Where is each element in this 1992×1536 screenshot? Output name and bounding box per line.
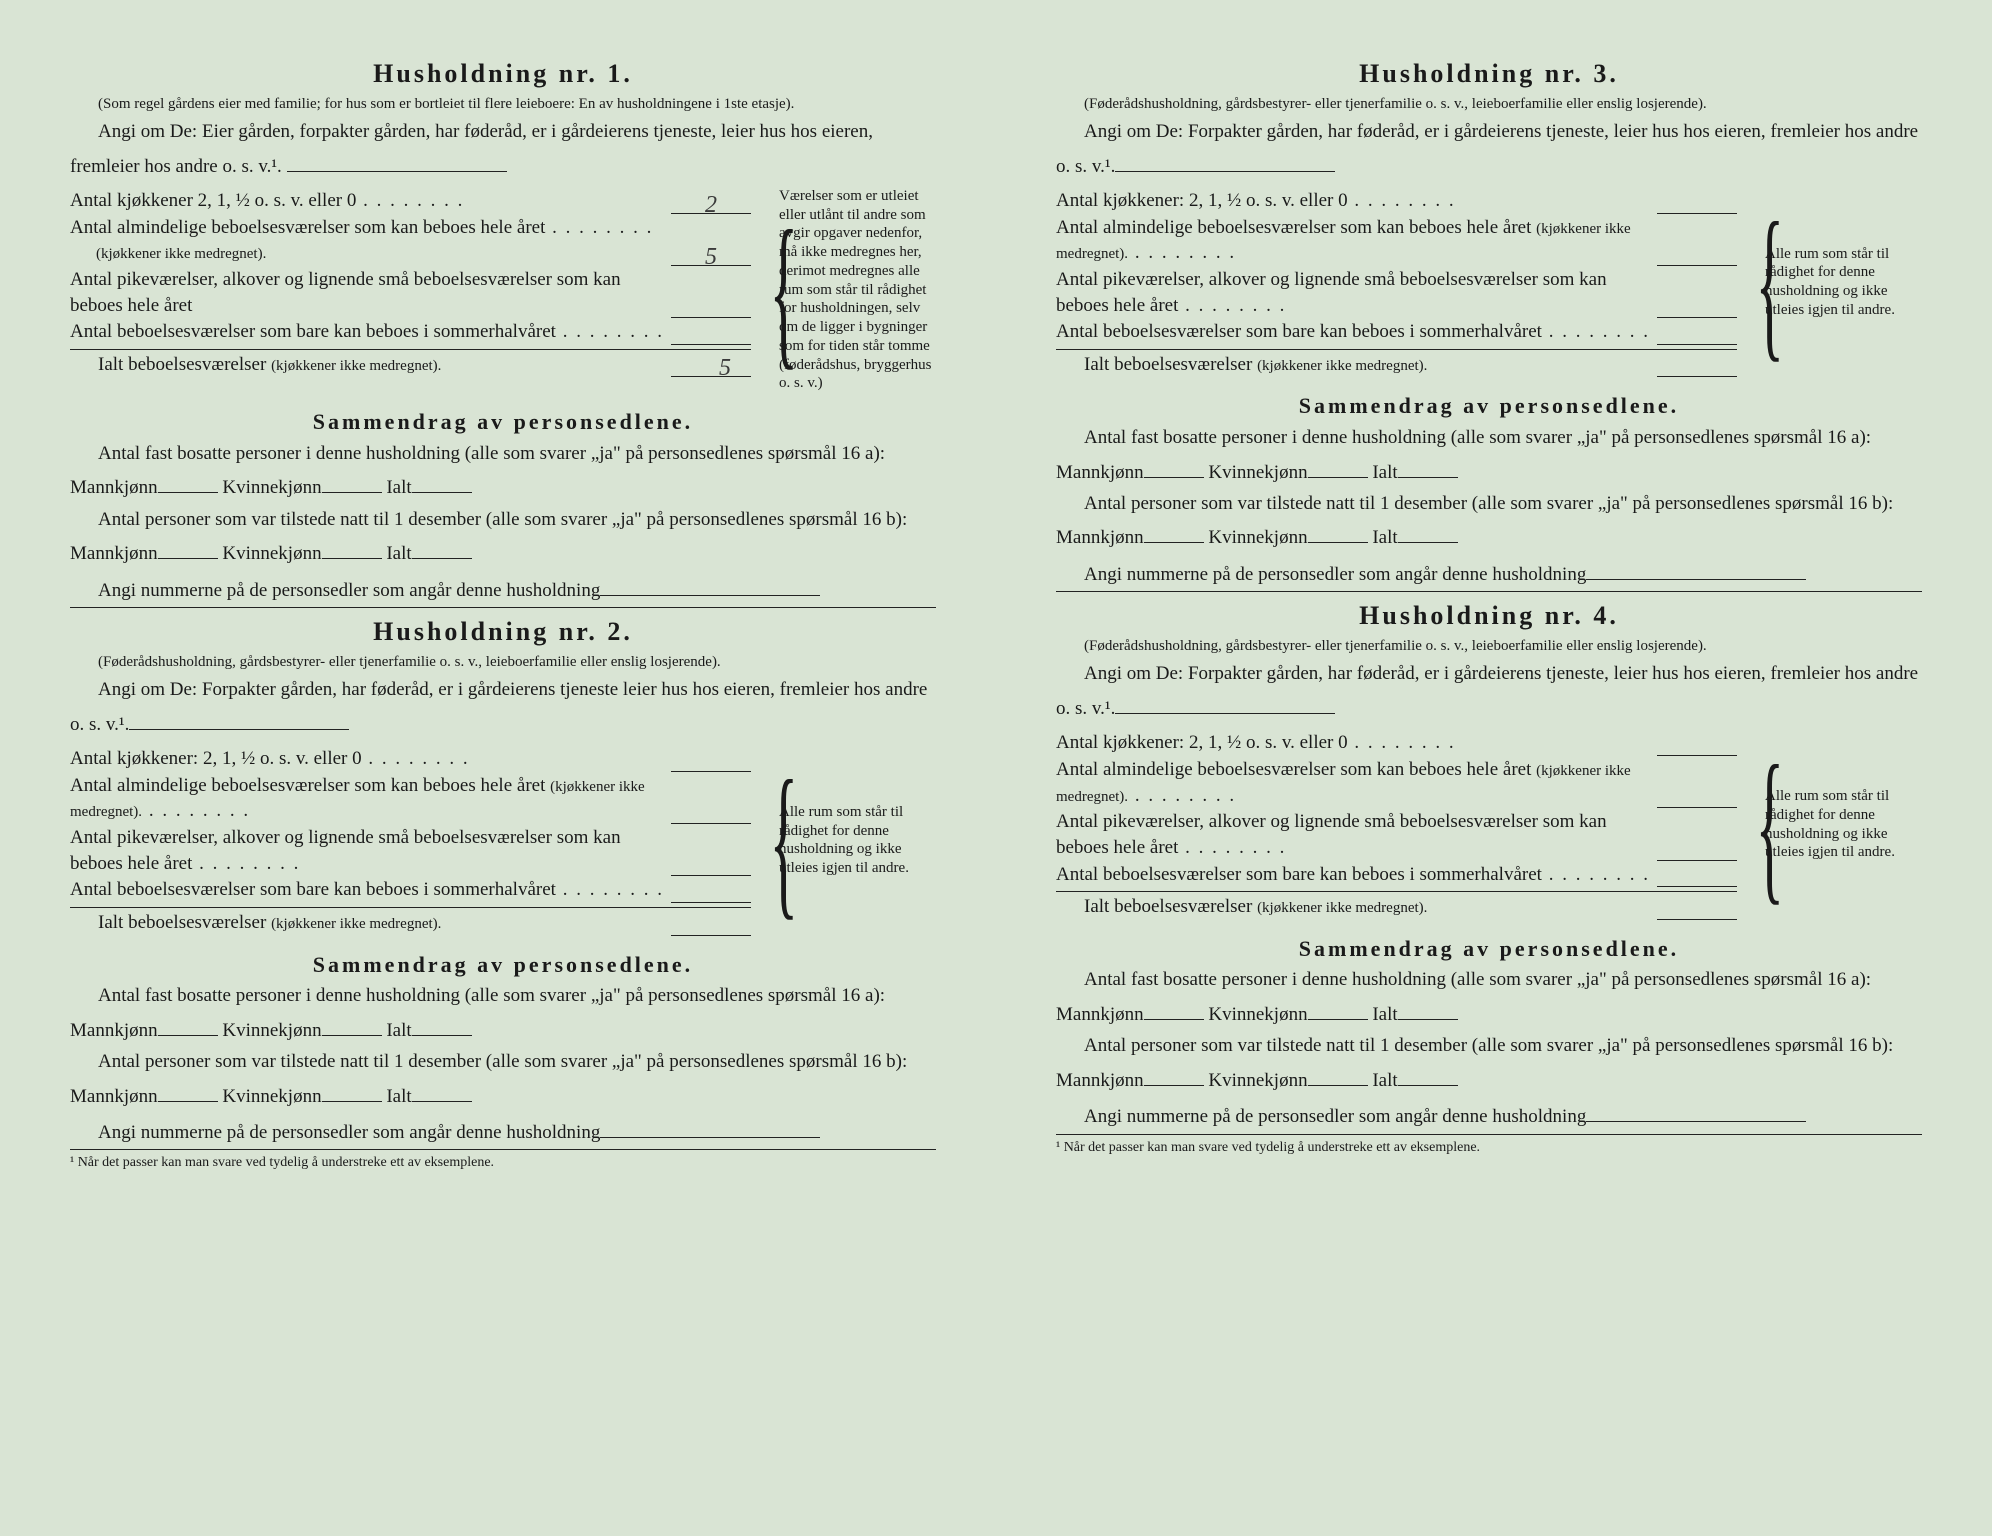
household-1-title: Husholdning nr. 1. <box>70 56 936 91</box>
hh3-s1: Antal fast bosatte personer i denne hush… <box>1056 423 1922 487</box>
hh1-sommer-label: Antal beboelsesværelser som bare kan beb… <box>70 319 671 345</box>
hh2-nummer: Angi nummerne på de personsedler som ang… <box>70 1113 936 1150</box>
hh4-sommer-label: Antal beboelsesværelser som bare kan beb… <box>1056 862 1657 888</box>
hh2-pike-label: Antal pikeværelser, alkover og lignende … <box>70 825 671 876</box>
hh3-alm-val <box>1657 241 1737 266</box>
hh1-kjokken-label: Antal kjøkkener 2, 1, ½ o. s. v. eller 0 <box>70 188 671 214</box>
hh4-kjokken-val <box>1657 731 1737 756</box>
household-2-subnote: (Føderådshusholdning, gårdsbestyrer- ell… <box>70 653 936 671</box>
household-2-angi: Angi om De: Forpakter gården, har føderå… <box>70 675 936 739</box>
hh3-ialt-val <box>1657 352 1737 377</box>
hh3-s2: Antal personer som var tilstede natt til… <box>1056 489 1922 553</box>
household-2-title: Husholdning nr. 2. <box>70 614 936 649</box>
hh3-sommer-val <box>1657 320 1737 345</box>
household-1-rooms: Antal kjøkkener 2, 1, ½ o. s. v. eller 0… <box>70 187 936 393</box>
hh2-pike-val <box>671 851 751 876</box>
hh4-ialt-label: Ialt beboelsesværelser (kjøkkener ikke m… <box>1056 894 1657 920</box>
hh2-alm-label: Antal almindelige beboelsesværelser som … <box>70 773 671 824</box>
hh2-kjokken-val <box>671 747 751 772</box>
hh2-sammendrag-title: Sammendrag av personsedlene. <box>70 950 936 980</box>
hh2-kjokken-label: Antal kjøkkener: 2, 1, ½ o. s. v. eller … <box>70 746 671 772</box>
hh4-sammendrag-title: Sammendrag av personsedlene. <box>1056 934 1922 964</box>
hh1-ialt-val: 5 <box>671 352 751 377</box>
hh1-pike-label: Antal pikeværelser, alkover og lignende … <box>70 267 671 318</box>
right-footnote: ¹ Når det passer kan man svare ved tydel… <box>1056 1139 1922 1158</box>
hh1-kjokken-val: 2 <box>671 189 751 214</box>
hh3-alm-label: Antal almindelige beboelsesværelser som … <box>1056 215 1657 266</box>
hh1-nummer: Angi nummerne på de personsedler som ang… <box>70 571 936 608</box>
hh3-sommer-label: Antal beboelsesværelser som bare kan beb… <box>1056 319 1657 345</box>
hh1-alm-val: 5 <box>671 241 751 266</box>
household-1-angi: Angi om De: Eier gården, forpakter gårde… <box>70 117 936 181</box>
hh3-kjokken-val <box>1657 189 1737 214</box>
household-3-title: Husholdning nr. 3. <box>1056 56 1922 91</box>
household-3-angi: Angi om De: Forpakter gården, har føderå… <box>1056 117 1922 181</box>
household-4-subnote: (Føderådshusholdning, gårdsbestyrer- ell… <box>1056 637 1922 655</box>
hh4-ialt-val <box>1657 895 1737 920</box>
hh4-kjokken-label: Antal kjøkkener: 2, 1, ½ o. s. v. eller … <box>1056 730 1657 756</box>
hh4-pike-val <box>1657 836 1737 861</box>
hh2-ialt-val <box>671 911 751 936</box>
hh4-sommer-val <box>1657 862 1737 887</box>
hh4-s1: Antal fast bosatte personer i denne hush… <box>1056 965 1922 1029</box>
household-1-subnote: (Som regel gårdens eier med familie; for… <box>70 95 936 113</box>
hh3-kjokken-label: Antal kjøkkener: 2, 1, ½ o. s. v. eller … <box>1056 188 1657 214</box>
hh1-s2: Antal personer som var tilstede natt til… <box>70 505 936 569</box>
hh1-sammendrag-title: Sammendrag av personsedlene. <box>70 407 936 437</box>
household-3-subnote: (Føderådshusholdning, gårdsbestyrer- ell… <box>1056 95 1922 113</box>
left-page: Husholdning nr. 1. (Som regel gårdens ei… <box>0 0 996 1536</box>
hh4-alm-val <box>1657 783 1737 808</box>
hh2-sommer-val <box>671 878 751 903</box>
hh1-s1: Antal fast bosatte personer i denne hush… <box>70 439 936 503</box>
hh4-pike-label: Antal pikeværelser, alkover og lignende … <box>1056 809 1657 860</box>
hh1-sommer-val <box>671 320 751 345</box>
hh3-pike-label: Antal pikeværelser, alkover og lignende … <box>1056 267 1657 318</box>
hh3-sammendrag-title: Sammendrag av personsedlene. <box>1056 391 1922 421</box>
hh4-alm-label: Antal almindelige beboelsesværelser som … <box>1056 757 1657 808</box>
hh3-pike-val <box>1657 293 1737 318</box>
household-4-angi: Angi om De: Forpakter gården, har føderå… <box>1056 659 1922 723</box>
household-2-rooms: Antal kjøkkener: 2, 1, ½ o. s. v. eller … <box>70 745 936 935</box>
hh1-ialt-label: Ialt beboelsesværelser (kjøkkener ikke m… <box>70 352 671 378</box>
hh2-ialt-label: Ialt beboelsesværelser (kjøkkener ikke m… <box>70 910 671 936</box>
hh3-nummer: Angi nummerne på de personsedler som ang… <box>1056 555 1922 592</box>
household-4-rooms: Antal kjøkkener: 2, 1, ½ o. s. v. eller … <box>1056 729 1922 919</box>
household-1-angi-fill <box>287 147 507 172</box>
hh1-alm-label: Antal almindelige beboelsesværelser som … <box>70 215 671 266</box>
hh2-sommer-label: Antal beboelsesværelser som bare kan beb… <box>70 877 671 903</box>
hh4-s2: Antal personer som var tilstede natt til… <box>1056 1031 1922 1095</box>
hh1-pike-val <box>671 293 751 318</box>
left-footnote: ¹ Når det passer kan man svare ved tydel… <box>70 1154 936 1173</box>
household-4-title: Husholdning nr. 4. <box>1056 598 1922 633</box>
right-page: Husholdning nr. 3. (Føderådshusholdning,… <box>996 0 1992 1536</box>
hh2-alm-val <box>671 799 751 824</box>
household-3-rooms: Antal kjøkkener: 2, 1, ½ o. s. v. eller … <box>1056 187 1922 377</box>
hh3-ialt-label: Ialt beboelsesværelser (kjøkkener ikke m… <box>1056 352 1657 378</box>
hh2-s1: Antal fast bosatte personer i denne hush… <box>70 981 936 1045</box>
hh4-nummer: Angi nummerne på de personsedler som ang… <box>1056 1097 1922 1134</box>
hh2-s2: Antal personer som var tilstede natt til… <box>70 1047 936 1111</box>
